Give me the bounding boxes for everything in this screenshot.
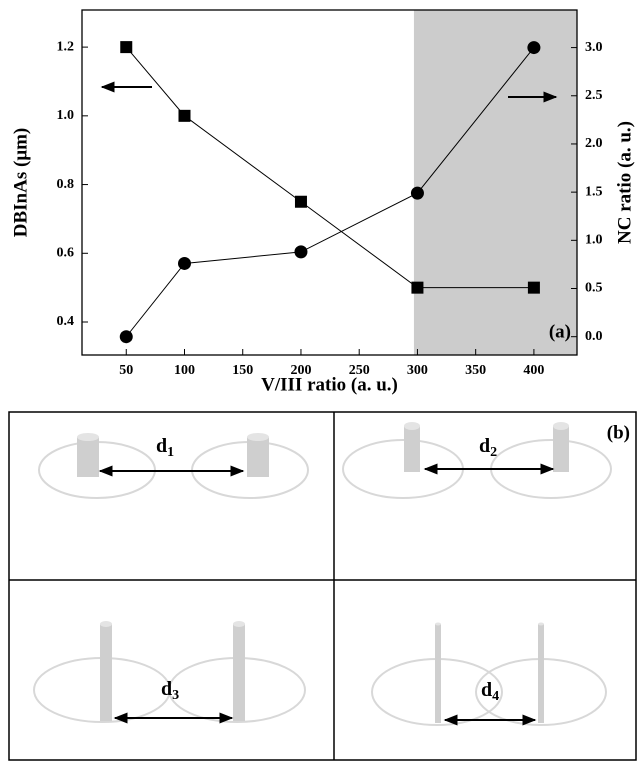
x-tick-label: 400 bbox=[523, 363, 544, 378]
nanowire bbox=[553, 426, 569, 472]
nanowire-top bbox=[247, 433, 269, 441]
nanowire-top bbox=[553, 422, 569, 430]
nanowire-top bbox=[404, 422, 420, 430]
y-axis-title: DBInAs (μm) bbox=[10, 128, 31, 237]
distance-index: 1 bbox=[167, 445, 174, 460]
y-tick-label: 0.4 bbox=[57, 314, 75, 329]
nanowire-top bbox=[538, 622, 544, 626]
distance-label: d4 bbox=[481, 679, 499, 705]
nanowire-top bbox=[233, 621, 245, 627]
x-tick-label: 200 bbox=[290, 363, 311, 378]
y2-tick-label: 1.5 bbox=[585, 184, 603, 199]
y2-tick-label: 3.0 bbox=[585, 40, 603, 55]
distance-symbol: d bbox=[156, 435, 167, 457]
nanowire bbox=[77, 437, 99, 477]
nanowire-top bbox=[435, 622, 441, 626]
nanowire bbox=[435, 624, 441, 723]
distance-index: 4 bbox=[492, 689, 499, 704]
square-marker bbox=[178, 109, 191, 122]
nanowire-top bbox=[100, 621, 112, 627]
circle-marker bbox=[119, 330, 133, 344]
nanowire bbox=[247, 437, 269, 477]
distance-symbol: d bbox=[481, 679, 492, 701]
distance-symbol: d bbox=[479, 435, 490, 457]
shaded-region bbox=[413, 10, 577, 355]
y2-tick-label: 2.5 bbox=[585, 88, 603, 103]
panel-label: (a) bbox=[549, 321, 571, 342]
circle-marker bbox=[410, 186, 424, 200]
circle-marker bbox=[527, 41, 541, 55]
y-tick-label: 0.6 bbox=[57, 246, 75, 261]
distance-label: d1 bbox=[156, 435, 174, 461]
square-marker bbox=[527, 281, 540, 294]
square-marker bbox=[294, 195, 307, 208]
x-tick-label: 150 bbox=[232, 363, 253, 378]
nanowire bbox=[233, 624, 245, 721]
x-tick-label: 250 bbox=[349, 363, 370, 378]
x-tick-label: 350 bbox=[465, 363, 486, 378]
x-tick-label: 100 bbox=[174, 363, 195, 378]
nanowire bbox=[538, 624, 544, 723]
y-tick-label: 1.0 bbox=[57, 108, 75, 123]
y2-axis-title: NC ratio (a. u.) bbox=[614, 121, 635, 244]
distance-label: d3 bbox=[161, 678, 179, 704]
y-tick-label: 1.2 bbox=[57, 39, 75, 54]
x-tick-label: 300 bbox=[407, 363, 428, 378]
nanowire bbox=[404, 426, 420, 472]
y2-tick-label: 0.5 bbox=[585, 281, 603, 296]
y2-tick-label: 2.0 bbox=[585, 136, 603, 151]
plot-frame bbox=[81, 9, 578, 356]
x-tick-label: 50 bbox=[119, 363, 133, 378]
nanowire-top bbox=[77, 433, 99, 441]
distance-symbol: d bbox=[161, 678, 172, 700]
x-axis-title: V/III ratio (a. u.) bbox=[261, 374, 398, 395]
square-marker bbox=[120, 41, 133, 54]
square-marker bbox=[411, 281, 424, 294]
y2-tick-label: 0.0 bbox=[585, 329, 603, 344]
circle-marker bbox=[177, 256, 191, 270]
distance-index: 3 bbox=[172, 688, 179, 703]
diagram-frame bbox=[8, 411, 637, 761]
y-tick-label: 0.8 bbox=[57, 177, 75, 192]
y2-tick-label: 1.0 bbox=[585, 233, 603, 248]
panel-label: (b) bbox=[607, 422, 630, 443]
circle-marker bbox=[294, 245, 308, 259]
distance-index: 2 bbox=[490, 445, 497, 460]
distance-label: d2 bbox=[479, 435, 497, 461]
chart-panel: 50 100 150 200 250 300 350 400 0.4 0.6 0.8 1.0 1.2 0.… bbox=[10, 9, 635, 395]
nanowire bbox=[100, 624, 112, 721]
